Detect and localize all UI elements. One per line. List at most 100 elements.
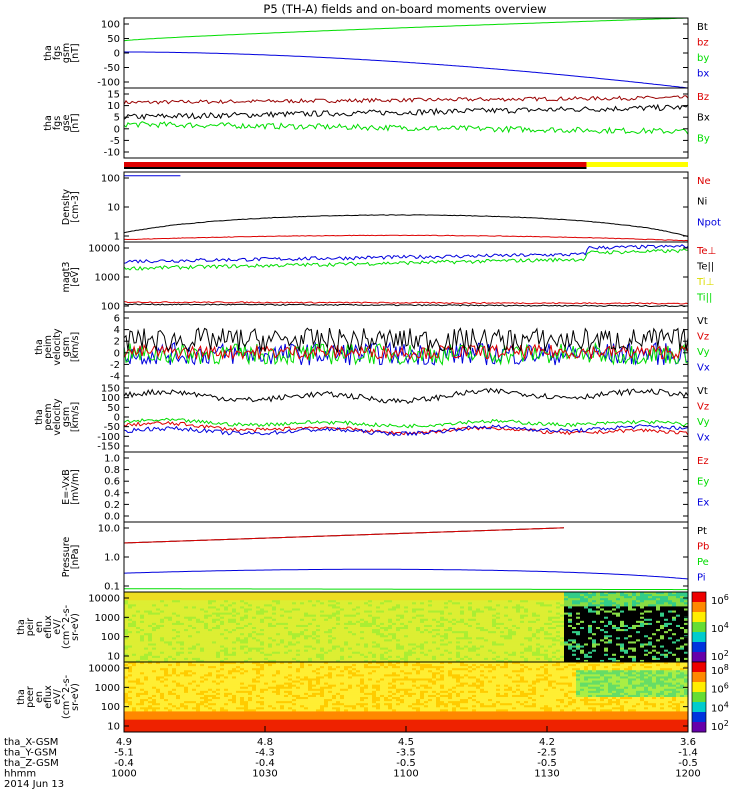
spectrogram-cell xyxy=(464,639,469,642)
spectrogram-cell xyxy=(360,618,365,622)
spectrogram-cell xyxy=(452,627,457,630)
spectrogram-cell xyxy=(280,614,285,618)
spectrogram-cell xyxy=(184,600,189,603)
spectrogram-cell xyxy=(340,622,345,626)
spectrogram-cell xyxy=(316,627,321,630)
spectrogram-cell xyxy=(524,627,529,630)
spectrogram-cell xyxy=(532,606,537,609)
spectrogram-cell xyxy=(232,651,237,655)
spectrogram-cell xyxy=(204,604,209,607)
spectrogram-cell xyxy=(468,594,473,597)
spectrogram-cell xyxy=(484,653,489,657)
spectrogram-cell xyxy=(356,639,361,642)
spectrogram-cell xyxy=(624,604,629,607)
spectrogram-cell xyxy=(212,635,217,638)
spectrogram-cell xyxy=(584,647,589,651)
spectrogram-cell xyxy=(396,620,401,624)
spectrogram-cell xyxy=(620,616,625,620)
spectrogram-cell xyxy=(652,641,657,644)
spectrogram-cell xyxy=(124,604,129,607)
spectrogram-cell xyxy=(340,600,345,603)
spectrogram-cell xyxy=(188,627,193,630)
spectrogram-cell xyxy=(480,655,485,659)
spectrogram-cell xyxy=(672,627,677,630)
spectrogram-cell xyxy=(324,657,329,661)
spectrogram-cell xyxy=(272,616,277,620)
spectrogram-cell xyxy=(252,594,257,597)
legend-entry: Ey xyxy=(697,477,709,488)
spectrogram-cell xyxy=(128,610,133,613)
spectrogram-cell xyxy=(368,647,373,651)
spectrogram-cell xyxy=(604,641,609,644)
spectrogram-cell xyxy=(240,592,245,595)
spectrogram-cell xyxy=(204,657,209,661)
spectrogram-cell xyxy=(232,616,237,620)
spectrogram-cell xyxy=(576,657,581,661)
spectrogram-cell xyxy=(652,592,657,595)
spectrogram-cell xyxy=(160,596,165,599)
spectrogram-cell xyxy=(328,639,333,642)
spectrogram-cell xyxy=(640,624,645,628)
spectrogram-cell xyxy=(684,594,689,597)
spectrogram-cell xyxy=(680,620,685,624)
spectrogram-cell xyxy=(256,604,261,607)
spectrogram-cell xyxy=(404,620,409,624)
spectrogram-cell xyxy=(604,633,609,636)
spectrogram-cell xyxy=(604,598,609,601)
spectrogram-cell xyxy=(484,596,489,599)
spectrogram-cell xyxy=(592,639,597,642)
spectrogram-cell xyxy=(252,631,257,634)
spectrogram-cell xyxy=(308,651,313,655)
spectrogram-cell xyxy=(620,659,625,663)
spectrogram-cell xyxy=(568,641,573,644)
y-tick-label: 0.8 xyxy=(104,465,120,476)
spectrogram-cell xyxy=(492,659,497,663)
spectrogram-cell xyxy=(664,594,669,597)
spectrogram-cell xyxy=(344,596,349,599)
spectrogram-cell xyxy=(196,620,201,624)
spectrogram-cell xyxy=(404,612,409,616)
spectrogram-cell xyxy=(348,639,353,642)
spectrogram-cell xyxy=(304,633,309,636)
spectrogram-cell xyxy=(460,606,465,609)
spectrogram-cell xyxy=(384,602,389,605)
spectrogram-cell xyxy=(480,631,485,634)
spectrogram-cell xyxy=(420,645,425,648)
spectrogram-cell xyxy=(176,631,181,634)
spectrogram-cell xyxy=(328,651,333,655)
spectrogram-cell xyxy=(560,604,565,607)
spectrogram-cell xyxy=(320,616,325,620)
spectrogram-cell xyxy=(420,637,425,640)
spectrogram-cell xyxy=(292,655,297,659)
spectrogram-cell xyxy=(236,612,241,616)
spectrogram-cell xyxy=(228,651,233,655)
spectrogram-cell xyxy=(460,604,465,607)
spectrogram-cell xyxy=(508,651,513,655)
spectrogram-cell xyxy=(212,655,217,659)
spectrogram-cell xyxy=(424,620,429,624)
spectrogram-cell xyxy=(256,606,261,609)
spectrogram-cell xyxy=(584,649,589,653)
spectrogram-cell xyxy=(176,594,181,597)
spectrogram-cell xyxy=(252,655,257,659)
spectrogram-cell xyxy=(220,592,225,595)
spectrogram-cell xyxy=(636,594,641,597)
spectrogram-cell xyxy=(244,641,249,644)
spectrogram-cell xyxy=(568,643,573,646)
spectrogram-cell xyxy=(284,659,289,663)
spectrogram-cell xyxy=(628,633,633,636)
spectrogram-cell xyxy=(268,616,273,620)
spectrogram-cell xyxy=(512,645,517,648)
spectrogram-cell xyxy=(372,659,377,663)
y-axis-label: [mV/m] xyxy=(70,469,81,505)
spectrogram-cell xyxy=(328,592,333,595)
spectrogram-cell xyxy=(148,639,153,642)
spectrogram-cell xyxy=(164,616,169,620)
spectrogram-cell xyxy=(584,616,589,620)
spectrogram-cell xyxy=(152,653,157,657)
spectrogram-cell xyxy=(264,639,269,642)
spectrogram-cell xyxy=(388,649,393,653)
spectrogram-cell xyxy=(328,649,333,653)
spectrogram-cell xyxy=(656,631,661,634)
spectrogram-cell xyxy=(276,627,281,630)
